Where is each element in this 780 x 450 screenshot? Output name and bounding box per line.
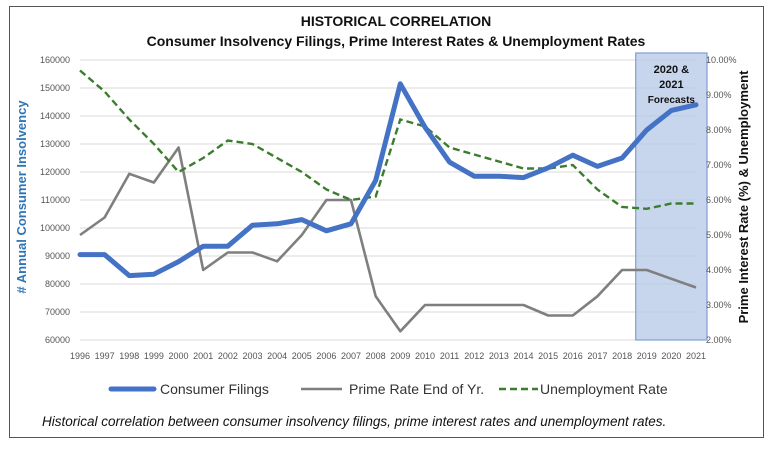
x-tick-label: 2016 bbox=[563, 351, 583, 361]
forecast-label: 2021 bbox=[659, 79, 683, 91]
series-line-unemployment-rate bbox=[79, 69, 696, 211]
y-right-tick-label: 6.00% bbox=[706, 195, 732, 205]
right-axis-ticks: 2.00% 3.00% 4.00% 5.00% 6.00% 7.00% 8.00% 9.00%… bbox=[706, 55, 737, 345]
y-left-tick-label: 70000 bbox=[45, 307, 70, 317]
x-tick-label: 2021 bbox=[686, 351, 706, 361]
x-tick-label: 2015 bbox=[538, 351, 558, 361]
x-tick-label: 2014 bbox=[514, 351, 534, 361]
y-left-tick-label: 90000 bbox=[45, 251, 70, 261]
x-tick-label: 2018 bbox=[612, 351, 632, 361]
chart-frame: 2020 & 2021 Forecasts 60000 70000 80000 90000… bbox=[9, 6, 764, 438]
chart-subtitle: Consumer Insolvency Filings, Prime Inter… bbox=[147, 33, 646, 49]
chart-caption: Historical correlation between consumer … bbox=[42, 414, 667, 429]
y-right-tick-label: 5.00% bbox=[706, 230, 732, 240]
x-tick-label: 2008 bbox=[366, 351, 386, 361]
y-left-tick-label: 130000 bbox=[40, 139, 70, 149]
y-left-tick-label: 60000 bbox=[45, 335, 70, 345]
y-left-tick-label: 160000 bbox=[40, 55, 70, 65]
y-right-tick-label: 4.00% bbox=[706, 265, 732, 275]
y-right-tick-label: 9.00% bbox=[706, 90, 732, 100]
y-left-tick-label: 150000 bbox=[40, 83, 70, 93]
series-line-consumer-filings bbox=[77, 81, 699, 279]
y-left-tick-label: 100000 bbox=[40, 223, 70, 233]
x-tick-label: 2006 bbox=[316, 351, 336, 361]
x-tick-label: 2013 bbox=[489, 351, 509, 361]
gridlines bbox=[80, 59, 696, 341]
x-tick-label: 2010 bbox=[415, 351, 435, 361]
y-left-tick-label: 80000 bbox=[45, 279, 70, 289]
x-tick-label: 2005 bbox=[292, 351, 312, 361]
x-tick-label: 1997 bbox=[95, 351, 115, 361]
y-right-tick-label: 3.00% bbox=[706, 300, 732, 310]
x-tick-label: 1998 bbox=[119, 351, 139, 361]
y-axis-label-right: Prime Interest Rate (%) & Unemployment bbox=[736, 70, 751, 324]
x-tick-label: 2017 bbox=[587, 351, 607, 361]
legend-label: Unemployment Rate bbox=[540, 381, 668, 397]
x-tick-label: 2012 bbox=[464, 351, 484, 361]
forecast-label: Forecasts bbox=[648, 95, 696, 106]
legend-label: Prime Rate End of Yr. bbox=[349, 381, 484, 397]
x-tick-label: 2019 bbox=[637, 351, 657, 361]
legend-label: Consumer Filings bbox=[160, 381, 269, 397]
series-lines bbox=[77, 69, 699, 333]
x-tick-label: 2009 bbox=[390, 351, 410, 361]
y-right-tick-label: 8.00% bbox=[706, 125, 732, 135]
x-tick-label: 2020 bbox=[661, 351, 681, 361]
forecast-region: 2020 & 2021 Forecasts bbox=[635, 52, 708, 341]
x-tick-label: 1996 bbox=[70, 351, 90, 361]
series-line-prime-rate-end-of-yr bbox=[79, 146, 697, 333]
y-right-tick-label: 10.00% bbox=[706, 55, 737, 65]
x-tick-label: 2001 bbox=[193, 351, 213, 361]
y-left-tick-label: 120000 bbox=[40, 167, 70, 177]
x-tick-label: 2002 bbox=[218, 351, 238, 361]
left-axis-ticks: 60000 70000 80000 90000 100000 110000 120000 13… bbox=[40, 55, 70, 345]
x-tick-label: 2003 bbox=[242, 351, 262, 361]
x-tick-label: 2004 bbox=[267, 351, 287, 361]
forecast-band bbox=[635, 52, 708, 341]
chart: 2020 & 2021 Forecasts 60000 70000 80000 90000… bbox=[14, 13, 751, 397]
x-axis-ticks: 1996 1997 1998 1999 2000 2001 2002 2003 2004 2005… bbox=[70, 351, 706, 361]
y-axis-label-left: # Annual Consumer Insolvency bbox=[14, 100, 29, 294]
forecast-label: 2020 & bbox=[654, 64, 690, 76]
y-left-tick-label: 140000 bbox=[40, 111, 70, 121]
x-tick-label: 2000 bbox=[169, 351, 189, 361]
chart-title: HISTORICAL CORRELATION bbox=[301, 13, 492, 29]
x-tick-label: 1999 bbox=[144, 351, 164, 361]
x-tick-label: 2011 bbox=[440, 351, 459, 361]
legend: Consumer Filings Prime Rate End of Yr. Une… bbox=[108, 381, 668, 397]
x-tick-label: 2007 bbox=[341, 351, 361, 361]
y-right-tick-label: 7.00% bbox=[706, 160, 732, 170]
y-right-tick-label: 2.00% bbox=[706, 335, 732, 345]
y-left-tick-label: 110000 bbox=[41, 195, 70, 205]
